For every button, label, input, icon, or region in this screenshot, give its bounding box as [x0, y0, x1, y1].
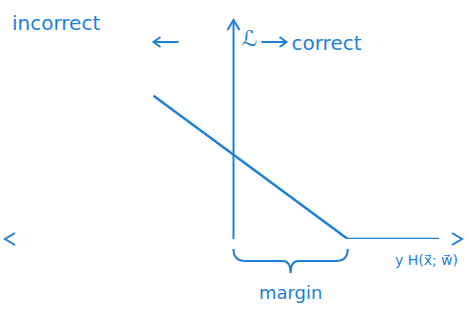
svg-text:y H(x⃗; w⃗): y H(x⃗; w⃗) — [395, 252, 458, 268]
svg-text:margin: margin — [259, 282, 322, 303]
svg-text:incorrect: incorrect — [12, 11, 100, 35]
svg-text:ℒ: ℒ — [242, 26, 258, 51]
svg-text:correct: correct — [292, 31, 362, 55]
